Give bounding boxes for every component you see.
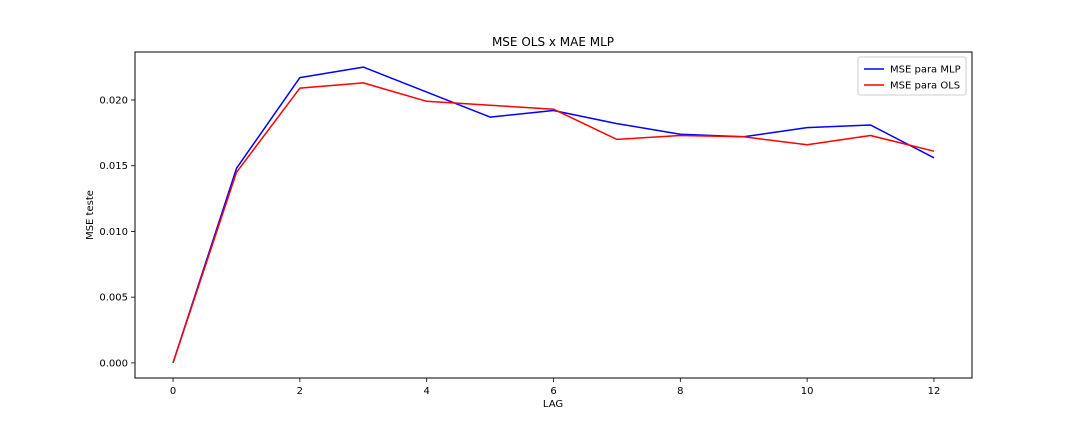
series-layer [172, 66, 935, 364]
series-line-1 [172, 66, 935, 364]
x-tick-label: 2 [297, 386, 303, 397]
x-axis: 0 2 4 6 8 10 12 [170, 378, 940, 397]
legend-label: MSE para MLP [890, 65, 961, 76]
legend-label: MSE para OLS [890, 81, 960, 92]
legend: MSE para MLP MSE para OLS [857, 56, 967, 96]
y-axis-label: MSE teste [85, 190, 96, 240]
y-tick-label: 0.020 [99, 95, 128, 106]
y-tick-label: 0.010 [99, 227, 128, 238]
y-axis: 0.000 0.005 0.010 0.015 0.020 [99, 95, 135, 369]
y-tick-label: 0.005 [99, 293, 128, 304]
legend-box [857, 56, 967, 96]
x-tick-label: 10 [801, 386, 814, 397]
y-tick-label: 0.000 [99, 358, 128, 369]
plot-area [134, 51, 973, 379]
x-tick-label: 6 [550, 386, 556, 397]
series-line-2 [172, 82, 935, 364]
chart-title: MSE OLS x MAE MLP [492, 35, 614, 49]
x-tick-label: 8 [677, 386, 683, 397]
x-tick-label: 12 [928, 386, 941, 397]
x-axis-label: LAG [543, 399, 563, 410]
y-tick-label: 0.015 [99, 161, 128, 172]
x-tick-label: 0 [170, 386, 176, 397]
x-tick-label: 4 [423, 386, 429, 397]
